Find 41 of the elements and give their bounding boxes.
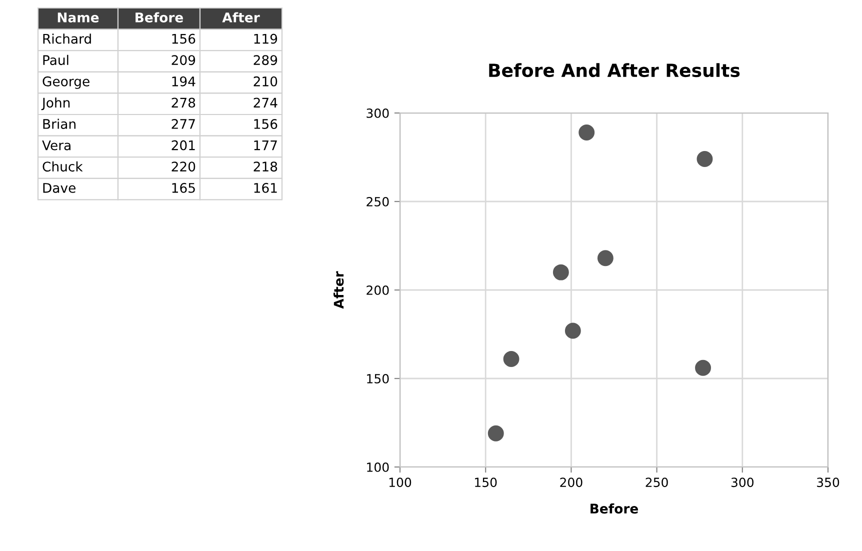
data-label: 177 bbox=[254, 140, 277, 150]
category-label: John bbox=[41, 97, 70, 110]
data-label: 274 bbox=[254, 98, 278, 108]
y-tick-label: 150 bbox=[367, 374, 389, 384]
data-label: 220 bbox=[172, 162, 196, 172]
y-axis-title: After bbox=[334, 271, 344, 309]
data-label: 289 bbox=[254, 55, 278, 66]
chart-title: Before And After Results bbox=[489, 63, 740, 78]
series-label: Before bbox=[136, 12, 183, 22]
x-tick-label: 100 bbox=[389, 478, 412, 488]
data-label: 278 bbox=[172, 98, 196, 108]
y-tick-label: 200 bbox=[366, 285, 389, 295]
x-tick-label: 150 bbox=[475, 478, 497, 488]
series-label: After bbox=[222, 12, 260, 22]
category-label: George bbox=[42, 76, 90, 89]
data-label: 156 bbox=[254, 119, 278, 129]
y-tick-label: 100 bbox=[367, 462, 389, 472]
data-label: 165 bbox=[172, 182, 195, 193]
text: Name bbox=[58, 12, 99, 22]
data-label: 277 bbox=[172, 119, 195, 129]
category-label: Chuck bbox=[42, 161, 83, 172]
data-label: 201 bbox=[172, 140, 195, 150]
data-label: 119 bbox=[254, 34, 278, 44]
data-label: 156 bbox=[172, 34, 196, 44]
data-label: 218 bbox=[254, 162, 278, 172]
category-label: Richard bbox=[43, 34, 91, 44]
data-label: 210 bbox=[254, 76, 278, 86]
category-label: Dave bbox=[43, 183, 76, 193]
y-tick-label: 250 bbox=[366, 196, 389, 206]
x-tick-label: 350 bbox=[817, 478, 840, 488]
category-label: Paul bbox=[43, 54, 68, 66]
data-label: 194 bbox=[172, 76, 196, 86]
x-tick-label: 300 bbox=[731, 478, 754, 488]
x-tick-label: 200 bbox=[560, 478, 582, 488]
data-label: 209 bbox=[172, 55, 196, 66]
y-tick-label: 300 bbox=[366, 108, 389, 118]
category-label: Brian bbox=[43, 118, 76, 129]
data-label: 161 bbox=[254, 182, 277, 193]
category-label: Vera bbox=[42, 140, 70, 150]
x-tick-label: 250 bbox=[646, 478, 668, 488]
x-axis-title: Before bbox=[590, 503, 638, 514]
